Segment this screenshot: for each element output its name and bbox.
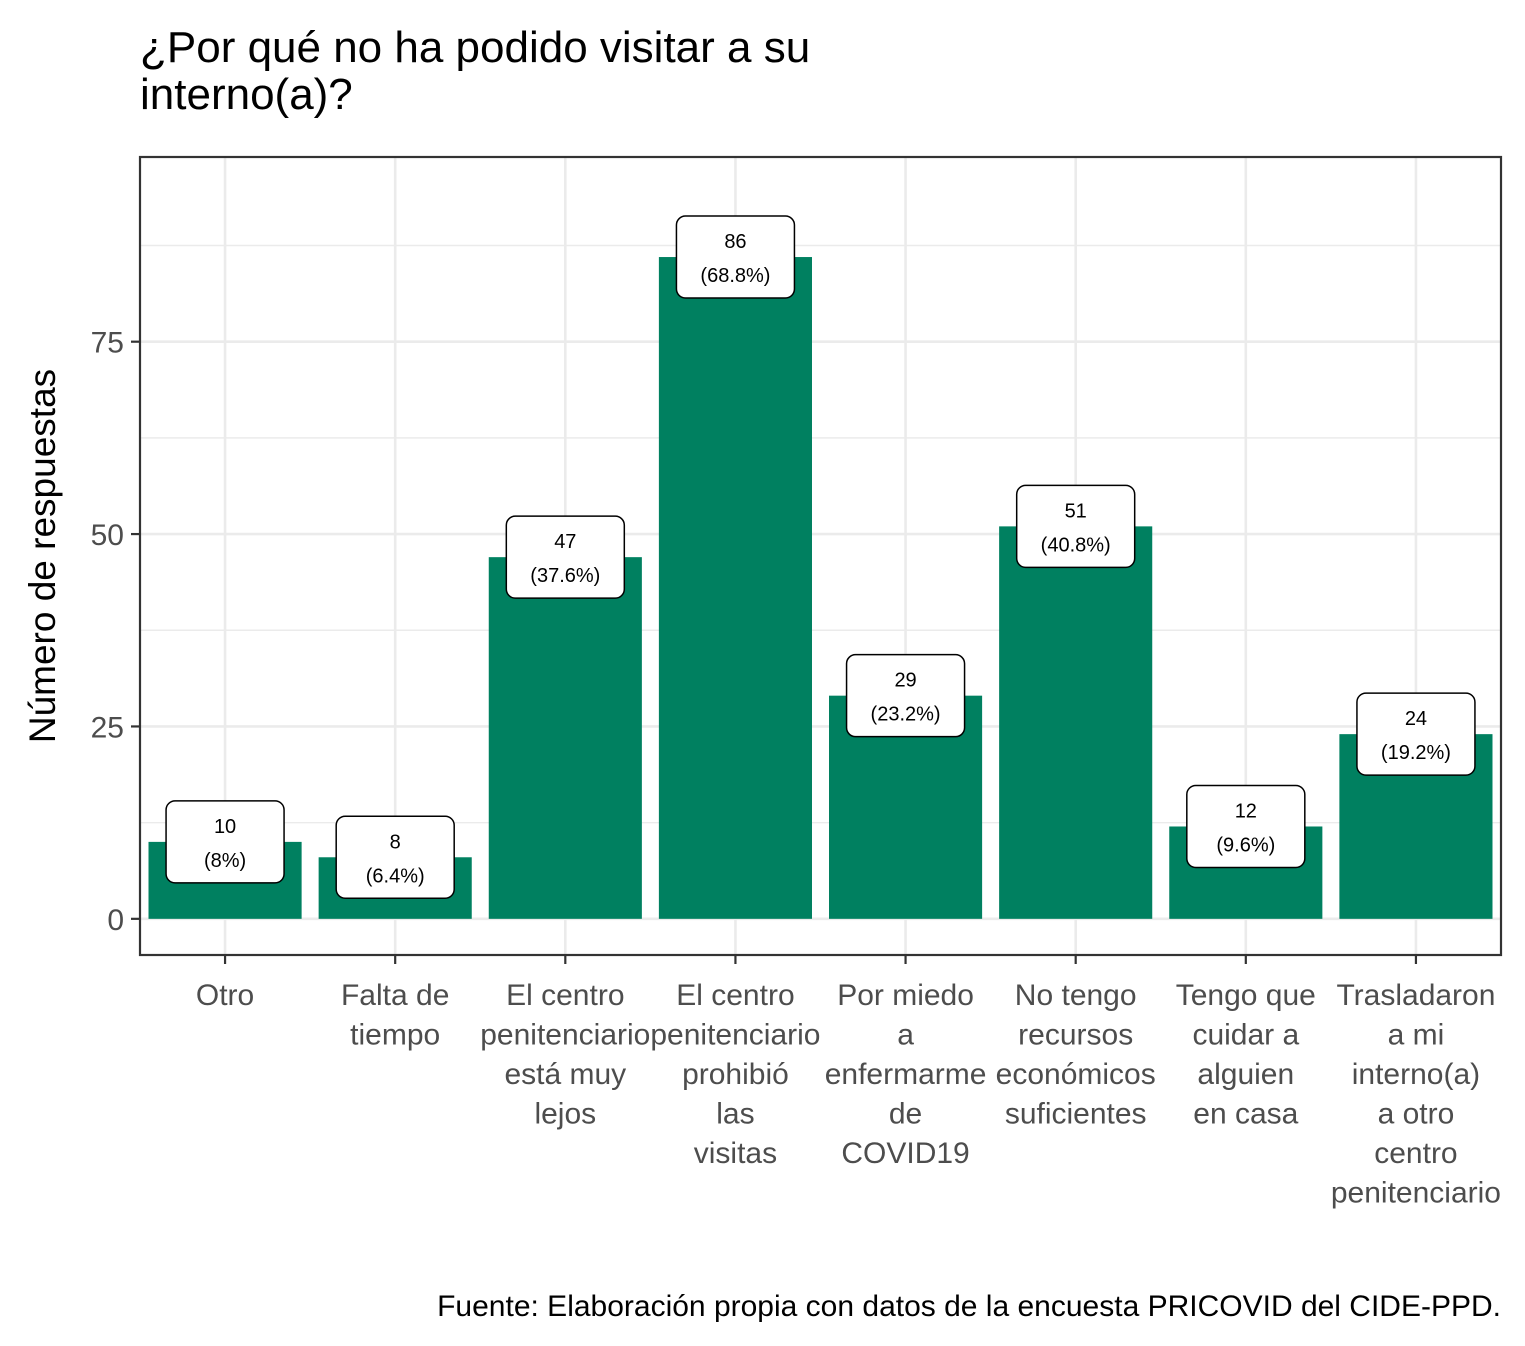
data-label: 29 (23.2%) bbox=[845, 653, 966, 738]
x-tick-label-line: a otro bbox=[1378, 1098, 1455, 1131]
data-label-box bbox=[505, 515, 626, 599]
data-label-percent: (6.4%) bbox=[366, 865, 425, 887]
caption: Fuente: Elaboración propia con datos de … bbox=[437, 1290, 1501, 1323]
x-tick-label-line: Trasladaron bbox=[1336, 979, 1495, 1012]
chart-title-line: interno(a)? bbox=[140, 70, 353, 119]
y-tick-label: 0 bbox=[107, 904, 124, 937]
data-label-count: 29 bbox=[894, 670, 916, 692]
x-tick-label-line: COVID19 bbox=[841, 1137, 969, 1170]
x-tick-label-line: está muy bbox=[504, 1058, 626, 1091]
x-tick-label-line: Otro bbox=[196, 979, 254, 1012]
data-label-box bbox=[1015, 484, 1136, 569]
x-tick-label-line: visitas bbox=[694, 1137, 777, 1170]
data-label-box bbox=[165, 800, 285, 884]
x-tick-label: El centro penitenciario está muy lejos bbox=[480, 979, 650, 1131]
data-label-count: 12 bbox=[1235, 800, 1257, 822]
x-tick-label-line: centro bbox=[1374, 1137, 1457, 1170]
y-axis-label: Número de respuestas bbox=[22, 369, 63, 743]
x-tick-label: Trasladaron a mi interno(a) a otro centro pen… bbox=[1331, 979, 1501, 1210]
x-tick-label-line: recursos bbox=[1018, 1019, 1133, 1052]
data-label-box bbox=[845, 653, 966, 738]
x-tick-label-line: suficientes bbox=[1005, 1098, 1147, 1131]
x-tick-label-line: económicos bbox=[996, 1058, 1156, 1091]
plot-border bbox=[138, 155, 1503, 957]
y-tick-label: 50 bbox=[91, 519, 124, 552]
data-label-box bbox=[675, 215, 796, 299]
data-label: 86 (68.8%) bbox=[675, 215, 796, 299]
x-tick-label-line: El centro bbox=[676, 979, 794, 1012]
data-label-percent: (37.6%) bbox=[530, 565, 600, 587]
x-tick-label-line: a mi bbox=[1388, 1019, 1445, 1052]
x-tick-label: Falta de tiempo bbox=[341, 979, 449, 1052]
x-tick-label: No tengo recursos económicos suficientes bbox=[996, 979, 1156, 1131]
data-label: 51 (40.8%) bbox=[1015, 484, 1136, 569]
x-tick-label-line: lejos bbox=[534, 1098, 596, 1131]
x-tick-label-line: las bbox=[716, 1098, 754, 1131]
x-tick-label-line: a bbox=[897, 1019, 914, 1052]
x-tick-label-line: cuidar a bbox=[1192, 1019, 1299, 1052]
data-label-percent: (19.2%) bbox=[1381, 742, 1451, 764]
data-label-percent: (9.6%) bbox=[1216, 834, 1275, 856]
x-tick-label-line: penitenciario bbox=[480, 1019, 650, 1052]
x-tick-label-line: El centro bbox=[506, 979, 624, 1012]
x-tick-label-line: de bbox=[889, 1098, 922, 1131]
bar bbox=[658, 257, 812, 919]
data-label: 8 (6.4%) bbox=[335, 815, 455, 900]
data-label: 24 (19.2%) bbox=[1356, 692, 1476, 776]
data-label: 10 (8%) bbox=[165, 800, 285, 884]
x-tick-label-line: alguien bbox=[1197, 1058, 1294, 1091]
data-label-count: 24 bbox=[1405, 708, 1427, 730]
bars bbox=[148, 257, 1493, 919]
x-tick-label-line: penitenciario bbox=[1331, 1177, 1501, 1210]
data-label-box bbox=[1186, 784, 1306, 869]
x-tick-label-line: interno(a) bbox=[1352, 1058, 1480, 1091]
data-label-percent: (40.8%) bbox=[1041, 534, 1111, 556]
x-tick-label-line: Falta de bbox=[341, 979, 449, 1012]
data-label: 47 (37.6%) bbox=[505, 515, 626, 599]
data-label-box bbox=[1356, 692, 1476, 776]
x-axis: Otro Falta de tiempo El centro penitenciario… bbox=[196, 955, 1501, 1210]
data-label-percent: (23.2%) bbox=[871, 704, 941, 726]
data-label-count: 8 bbox=[390, 831, 401, 853]
x-tick-label-line: enfermarme bbox=[825, 1058, 987, 1091]
x-tick-label-line: tiempo bbox=[350, 1019, 440, 1052]
y-axis: 0 25 50 75 bbox=[91, 327, 140, 937]
x-tick-label-line: penitenciario bbox=[650, 1019, 820, 1052]
y-tick-label: 25 bbox=[91, 711, 124, 744]
data-label-percent: (68.8%) bbox=[700, 265, 770, 287]
x-tick-label-line: prohibió bbox=[682, 1058, 789, 1091]
bar bbox=[488, 557, 642, 919]
x-tick-label: El centro penitenciario prohibió las visitas bbox=[650, 979, 820, 1170]
data-label-count: 86 bbox=[724, 231, 746, 253]
chart-title-line: ¿Por qué no ha podido visitar a su bbox=[140, 23, 810, 72]
x-tick-label: Otro bbox=[196, 979, 254, 1012]
x-tick-label: Tengo que cuidar a alguien en casa bbox=[1176, 979, 1316, 1131]
data-label: 12 (9.6%) bbox=[1186, 784, 1306, 869]
x-tick-label: Por miedo a enfermarme de COVID19 bbox=[825, 979, 987, 1170]
x-tick-label-line: en casa bbox=[1193, 1098, 1298, 1131]
bar bbox=[999, 526, 1153, 919]
x-tick-label-line: Tengo que bbox=[1176, 979, 1316, 1012]
x-tick-label-line: No tengo bbox=[1015, 979, 1137, 1012]
data-label-percent: (8%) bbox=[204, 850, 246, 872]
x-tick-label-line: Por miedo bbox=[837, 979, 974, 1012]
data-label-count: 47 bbox=[554, 531, 576, 553]
chart-title: ¿Por qué no ha podido visitar a suintern… bbox=[140, 23, 810, 119]
data-label-count: 10 bbox=[214, 816, 236, 838]
data-label-count: 51 bbox=[1065, 500, 1087, 522]
data-label-box bbox=[335, 815, 455, 900]
data-labels: 10 (8%) 8 (6.4%) 47 (37.6%) 86 (68.8%) 29 (23.2%)… bbox=[165, 215, 1476, 900]
y-tick-label: 75 bbox=[91, 327, 124, 360]
